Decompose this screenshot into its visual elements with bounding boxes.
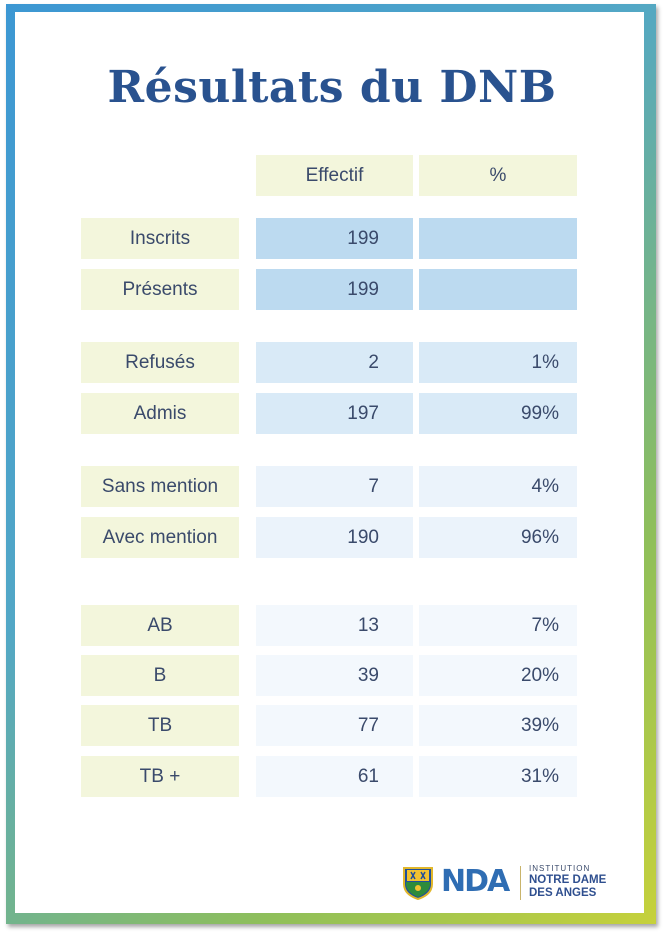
row-label-ab: AB	[81, 605, 239, 646]
row-percent-ab: 7%	[419, 605, 577, 646]
row-label-sans-mention: Sans mention	[81, 466, 239, 507]
row-label-presents: Présents	[81, 269, 239, 310]
row-effectif-avec-mention: 190	[256, 517, 413, 558]
crest-icon	[402, 866, 434, 901]
row-effectif-sans-mention: 7	[256, 466, 413, 507]
page-title: Résultats du DNB	[107, 62, 557, 113]
row-label-inscrits: Inscrits	[81, 218, 239, 259]
row-effectif-refuses: 2	[256, 342, 413, 383]
row-percent-refuses: 1%	[419, 342, 577, 383]
header-effectif: Effectif	[256, 155, 413, 196]
institution-name-line2: DES ANGES	[529, 887, 597, 899]
row-label-refuses: Refusés	[81, 342, 239, 383]
row-effectif-inscrits: 199	[256, 218, 413, 259]
row-label-tb: TB	[81, 705, 239, 746]
row-percent-tb: 39%	[419, 705, 577, 746]
row-effectif-ab: 13	[256, 605, 413, 646]
row-percent-sans-mention: 4%	[419, 466, 577, 507]
row-percent-presents	[419, 269, 577, 310]
row-percent-admis: 99%	[419, 393, 577, 434]
row-effectif-b: 39	[256, 655, 413, 696]
row-percent-inscrits	[419, 218, 577, 259]
row-effectif-tb-plus: 61	[256, 756, 413, 797]
nda-logo: NDA	[441, 862, 515, 902]
row-percent-b: 20%	[419, 655, 577, 696]
row-label-b: B	[81, 655, 239, 696]
row-effectif-admis: 197	[256, 393, 413, 434]
row-effectif-tb: 77	[256, 705, 413, 746]
row-label-admis: Admis	[81, 393, 239, 434]
row-label-tb-plus: TB +	[81, 756, 239, 797]
row-label-avec-mention: Avec mention	[81, 517, 239, 558]
header-percent: %	[419, 155, 577, 196]
institution-label: INSTITUTION	[529, 864, 591, 873]
institution-name-line1: NOTRE DAME	[529, 874, 607, 886]
institution-name: INSTITUTION NOTRE DAME DES ANGES	[529, 863, 639, 900]
row-percent-tb-plus: 31%	[419, 756, 577, 797]
nda-logo-text: NDA	[441, 864, 510, 899]
row-percent-avec-mention: 96%	[419, 517, 577, 558]
row-effectif-presents: 199	[256, 269, 413, 310]
logo-divider	[520, 866, 521, 900]
